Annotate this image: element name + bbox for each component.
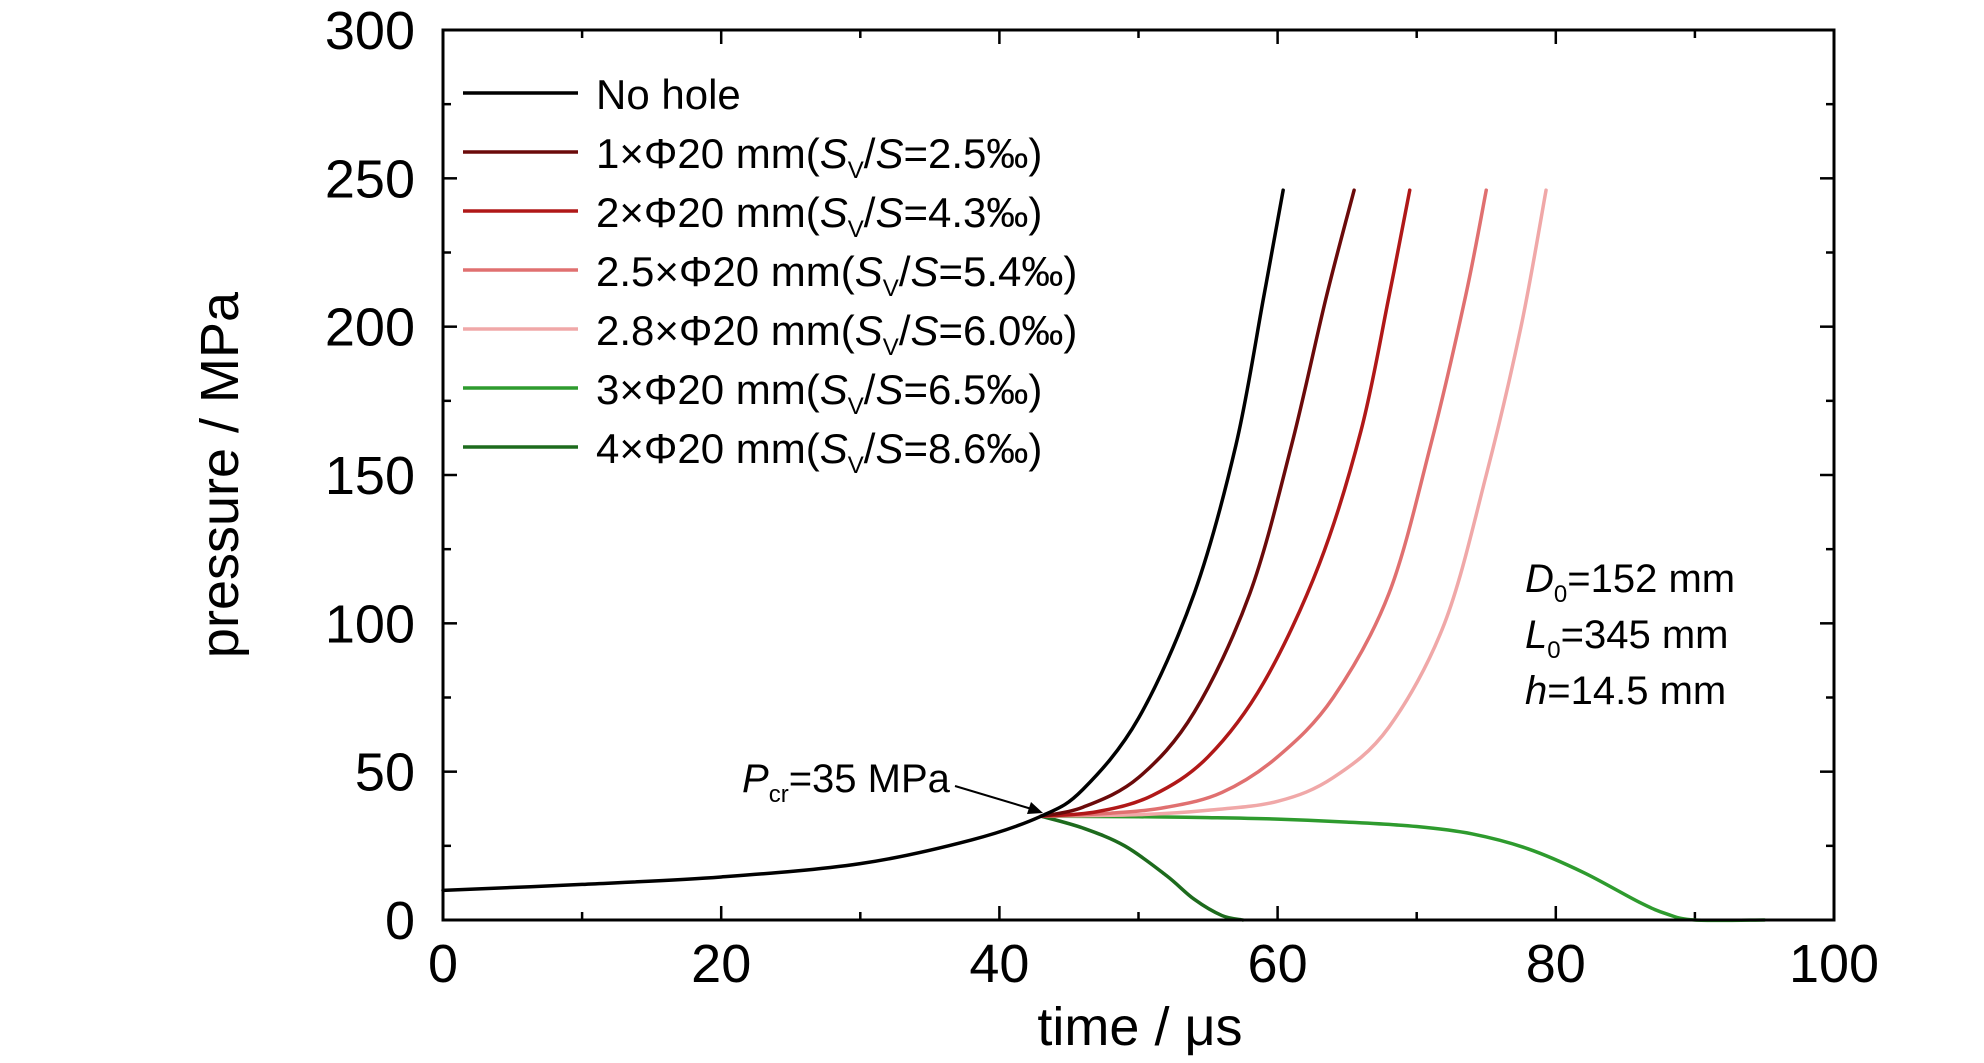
d0-value: =152 mm: [1567, 557, 1735, 601]
y-tick-labels: 0 50 100 150 200 250 300: [325, 1, 415, 951]
y-tick-label: 300: [325, 1, 415, 61]
pcr-arrow-line: [954, 785, 1036, 811]
pcr-arrow-head: [1027, 802, 1043, 814]
d0-subscript: 0: [1554, 581, 1567, 608]
plot-frame: [441, 28, 1836, 922]
pcr-subscript: cr: [769, 781, 789, 808]
series-line-1: [441, 188, 1285, 893]
x-tick-label: 0: [428, 934, 458, 994]
series-line-3: [1039, 188, 1412, 818]
y-tick-label: 100: [325, 594, 415, 654]
x-tick-labels: 0 20 40 60 80 100: [428, 934, 1879, 994]
series-curves: [441, 188, 1767, 923]
legend-entry-1: No hole: [596, 71, 741, 118]
x-tick-label: 20: [691, 934, 751, 994]
series-line-2: [1039, 188, 1356, 818]
h-value: =14.5 mm: [1547, 669, 1726, 713]
y-axis-title: pressure / MPa: [190, 291, 250, 658]
y-tick-label: 200: [325, 298, 415, 358]
geometry-annotation: D0=152 mm L0=345 mm h=14.5 mm: [1525, 557, 1735, 713]
h-label: h=14.5 mm: [1525, 669, 1726, 713]
legend-entry-4: 2.5×Φ20 mm(SV/S=5.4‰): [596, 248, 1077, 302]
l0-symbol: L: [1525, 613, 1547, 657]
legend-entry-2: 1×Φ20 mm(SV/S=2.5‰): [596, 130, 1042, 184]
l0-subscript: 0: [1547, 637, 1560, 664]
x-axis-title: time / μs: [1037, 997, 1242, 1057]
l0-label: L0=345 mm: [1525, 613, 1728, 664]
series-line-5: [1039, 188, 1548, 818]
pcr-label: Pcr=35 MPa: [742, 757, 951, 808]
pcr-symbol: P: [742, 757, 769, 801]
x-tick-label: 40: [969, 934, 1029, 994]
series-line-7: [1039, 814, 1245, 922]
h-symbol: h: [1525, 669, 1547, 713]
y-tick-label: 250: [325, 149, 415, 209]
legend-entry-3: 2×Φ20 mm(SV/S=4.3‰): [596, 189, 1042, 243]
legend-entry-5: 2.8×Φ20 mm(SV/S=6.0‰): [596, 307, 1077, 361]
series-line-6: [1039, 814, 1767, 923]
y-tick-label: 0: [385, 891, 415, 951]
x-tick-label: 60: [1248, 934, 1308, 994]
pcr-value: =35 MPa: [789, 757, 951, 801]
d0-label: D0=152 mm: [1525, 557, 1735, 608]
legend: No hole 1×Φ20 mm(SV/S=2.5‰)2×Φ20 mm(SV/S=…: [463, 71, 1077, 479]
pcr-annotation: Pcr=35 MPa: [742, 757, 1043, 814]
y-tick-label: 50: [355, 743, 415, 803]
x-tick-label: 100: [1789, 934, 1879, 994]
series-line-4: [1039, 188, 1488, 818]
l0-value: =345 mm: [1561, 613, 1729, 657]
legend-entry-6: 3×Φ20 mm(SV/S=6.5‰): [596, 366, 1042, 420]
legend-entry-7: 4×Φ20 mm(SV/S=8.6‰): [596, 425, 1042, 479]
d0-symbol: D: [1525, 557, 1554, 601]
x-tick-label: 80: [1526, 934, 1586, 994]
y-tick-label: 150: [325, 446, 415, 506]
